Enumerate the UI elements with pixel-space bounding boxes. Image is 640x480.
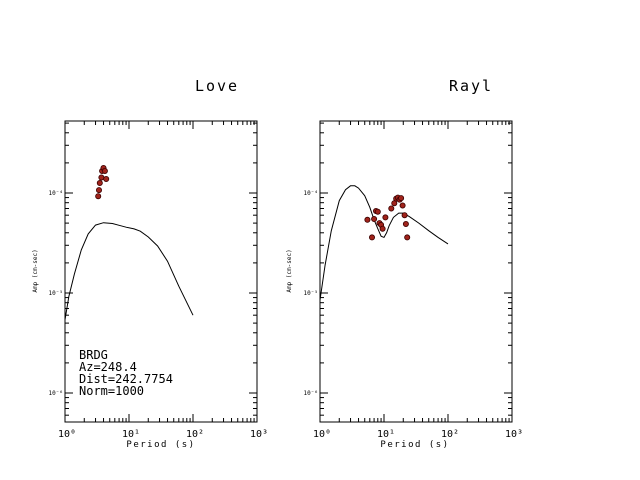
rayl-x-tick-label-0: 10⁰ <box>313 429 331 440</box>
love-x-tick-label-3: 10³ <box>250 429 268 440</box>
rayl-point-9 <box>388 205 395 212</box>
rayl-y-tick-labels: 10⁻⁶ 10⁻⁵ 10⁻⁴ <box>304 190 318 397</box>
love-x-axis-label: Period (s) <box>126 440 195 450</box>
rayl-x-axis-label: Period (s) <box>380 440 449 450</box>
love-title: Love <box>195 77 239 95</box>
rayl-curve <box>319 185 449 301</box>
rayl-plot-frame <box>319 120 513 423</box>
love-y-tick-label-1: 10⁻⁵ <box>49 290 63 297</box>
rayl-point-14 <box>398 195 405 202</box>
rayl-point-16 <box>401 212 408 219</box>
rayl-y-tick-label-2: 10⁻⁴ <box>304 190 318 197</box>
love-points <box>95 164 110 200</box>
love-x-tick-label-1: 10¹ <box>122 429 140 440</box>
love-panel: Love 10⁰ 10¹ 10² 10³ 10⁻⁶ 10⁻⁵ 10⁻⁴ Period (s… <box>32 77 268 450</box>
rayl-point-0 <box>364 216 371 223</box>
love-x-tick-labels: 10⁰ 10¹ 10² 10³ <box>58 429 268 440</box>
rayl-point-8 <box>382 214 389 221</box>
love-y-tick-labels: 10⁻⁶ 10⁻⁵ 10⁻⁴ <box>49 190 63 397</box>
rayl-model-line <box>319 185 449 301</box>
annotation-station: BRDG <box>79 348 108 362</box>
rayl-y-axis-label: Amp (cm-sec) <box>286 249 293 292</box>
love-point-7 <box>103 175 110 182</box>
love-plot-frame <box>64 120 258 423</box>
rayl-ticks <box>319 121 513 422</box>
annotation-azimuth: Az=248.4 <box>79 360 137 374</box>
rayl-point-15 <box>399 202 406 209</box>
rayl-point-7 <box>379 225 386 232</box>
love-curve <box>64 222 194 320</box>
rayl-point-4 <box>374 208 381 215</box>
love-y-axis-label: Amp (cm-sec) <box>32 249 39 292</box>
rayl-y-tick-label-0: 10⁻⁶ <box>304 390 318 397</box>
love-x-tick-label-0: 10⁰ <box>58 429 76 440</box>
love-point-1 <box>96 187 103 194</box>
love-model-line <box>64 222 194 320</box>
rayl-title: Rayl <box>449 77 493 95</box>
rayl-x-tick-label-2: 10² <box>441 429 459 440</box>
rayl-panel: Rayl 10⁰ 10¹ 10² 10³ 10⁻⁶ 10⁻⁵ 10⁻⁴ Period (s… <box>286 77 523 450</box>
love-y-tick-label-2: 10⁻⁴ <box>49 190 63 197</box>
love-point-6 <box>101 167 108 174</box>
love-point-2 <box>96 179 103 186</box>
rayl-y-tick-label-1: 10⁻⁵ <box>304 290 318 297</box>
rayl-points <box>364 194 411 241</box>
rayl-x-tick-labels: 10⁰ 10¹ 10² 10³ <box>313 429 523 440</box>
rayl-x-tick-label-1: 10¹ <box>377 429 395 440</box>
love-point-0 <box>95 193 102 200</box>
rayl-point-1 <box>368 234 375 241</box>
rayl-point-2 <box>371 215 378 222</box>
annotation-norm: Norm=1000 <box>79 384 144 398</box>
rayl-point-17 <box>402 220 409 227</box>
love-ticks <box>64 121 258 422</box>
love-y-tick-label-0: 10⁻⁶ <box>49 390 63 397</box>
rayl-point-18 <box>404 234 411 241</box>
annotation-distance: Dist=242.7754 <box>79 372 173 386</box>
rayl-x-tick-label-3: 10³ <box>505 429 523 440</box>
love-x-tick-label-2: 10² <box>186 429 204 440</box>
station-annotation: BRDG Az=248.4 Dist=242.7754 Norm=1000 <box>79 348 173 398</box>
